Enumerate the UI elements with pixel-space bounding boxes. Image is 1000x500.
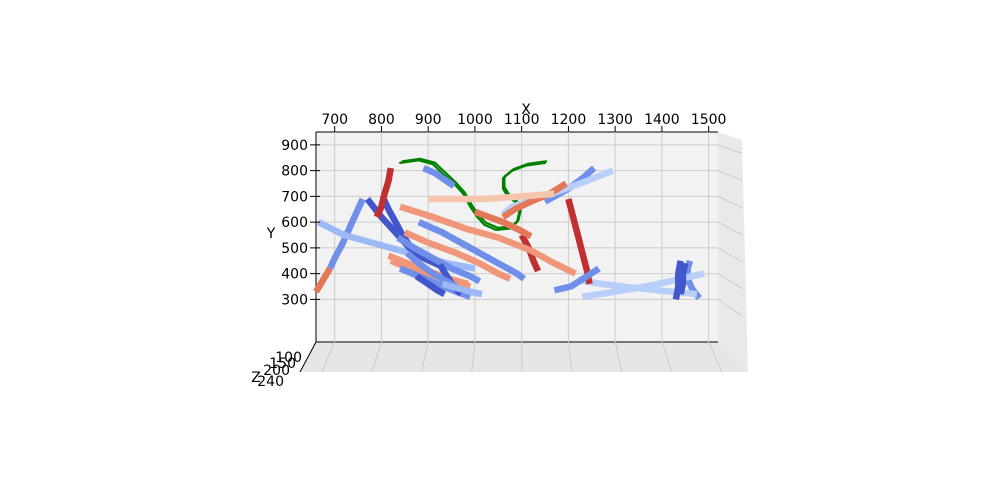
x-axis-label: X xyxy=(521,102,531,118)
x-floor-gridline-6 xyxy=(614,341,623,373)
series-line-18 xyxy=(403,229,512,282)
x-tick-label-7: 1400 xyxy=(644,112,680,128)
x-floor-gridline-5 xyxy=(567,341,573,373)
series-line-8 xyxy=(501,180,568,220)
right-pane xyxy=(718,132,748,372)
green-trajectory-1 xyxy=(401,157,548,229)
y-tick-label-1: 400 xyxy=(281,267,308,283)
green-trajectory-0 xyxy=(399,159,547,231)
series-line-27 xyxy=(373,167,394,219)
y-axis-label: Y xyxy=(266,226,276,242)
x-tick-label-8: 1500 xyxy=(691,112,727,128)
y-side-gridline-2 xyxy=(717,247,743,263)
x-tick-label-4: 1100 xyxy=(504,112,540,128)
series-line-4 xyxy=(518,233,541,273)
series-line-29 xyxy=(672,260,684,300)
x-floor-gridline-2 xyxy=(421,341,429,373)
x-tick-label-3: 1000 xyxy=(457,112,493,128)
x-floor-gridline-0 xyxy=(321,341,336,373)
x-tick-label-1: 800 xyxy=(368,112,395,128)
z-tick-label-3: 240 xyxy=(257,374,284,390)
axis-ticks: 700 800 900 1000 1100 1200 1300 1400 1500 300 400 5… xyxy=(257,112,726,390)
x-floor-gridline-7 xyxy=(661,341,673,373)
x-tick-label-0: 700 xyxy=(321,112,348,128)
y-tick-label-0: 300 xyxy=(281,292,308,308)
series-line-9 xyxy=(428,190,555,203)
series-line-11 xyxy=(399,203,577,277)
y-side-gridline-5 xyxy=(717,170,743,182)
x-floor-gridline-1 xyxy=(371,341,382,373)
z-tick-label-0: 100 xyxy=(275,350,302,366)
series-line-10 xyxy=(473,208,533,240)
x-tick-label-2: 900 xyxy=(415,112,442,128)
z-axis-label: Z xyxy=(251,370,261,386)
series-line-16 xyxy=(316,219,476,272)
series-line-5 xyxy=(553,265,601,294)
series-line-26 xyxy=(441,280,483,298)
series-line-15 xyxy=(313,266,333,294)
series-line-24 xyxy=(414,273,447,298)
y-side-gridline-4 xyxy=(717,195,743,209)
y-side-gridline-0 xyxy=(717,298,743,317)
floor-pane xyxy=(300,342,748,372)
y-tick-label-5: 800 xyxy=(281,164,308,180)
series-line-12 xyxy=(417,219,526,282)
series-line-30 xyxy=(677,262,689,295)
series-line-28 xyxy=(422,165,456,189)
y-side-gridline-1 xyxy=(717,273,743,290)
y-tick-label-4: 700 xyxy=(281,189,308,205)
axes-panes xyxy=(299,131,748,373)
x-tick-label-6: 1300 xyxy=(597,112,633,128)
y-tick-label-2: 500 xyxy=(281,241,308,257)
series-layer xyxy=(313,157,705,301)
y-side-gridline-6 xyxy=(717,144,743,154)
z-axis-line xyxy=(299,341,317,373)
x-floor-gridline-8 xyxy=(708,341,723,373)
series-line-2 xyxy=(581,270,705,301)
y-side-gridline-3 xyxy=(717,221,743,236)
z-tick-label-1: 150 xyxy=(269,356,296,372)
z-tick-label-2: 200 xyxy=(263,363,290,379)
y-tick-label-3: 600 xyxy=(281,215,308,231)
back-pane xyxy=(316,132,718,342)
x-floor-gridline-3 xyxy=(471,341,476,373)
y-tick-label-6: 900 xyxy=(281,138,308,154)
x-tick-label-5: 1200 xyxy=(551,112,587,128)
